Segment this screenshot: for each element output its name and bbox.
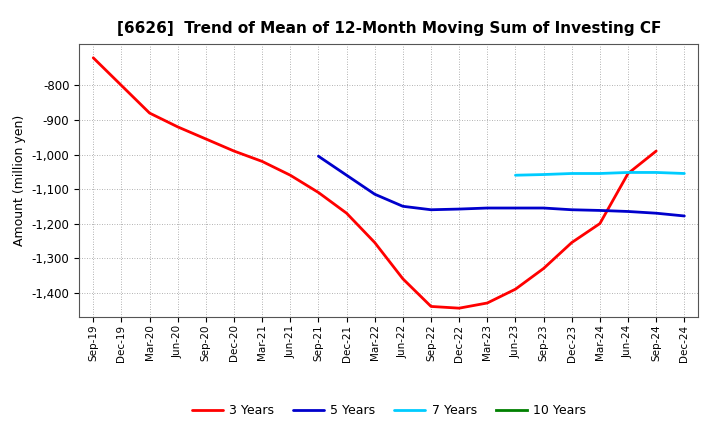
5 Years: [370, 191, 379, 197]
3 Years: [258, 159, 266, 164]
3 Years: [539, 266, 548, 271]
3 Years: [230, 148, 238, 154]
3 Years: [89, 55, 98, 60]
3 Years: [342, 211, 351, 216]
3 Years: [286, 172, 294, 178]
3 Years: [202, 136, 210, 142]
7 Years: [652, 170, 660, 175]
Line: 5 Years: 5 Years: [318, 156, 684, 216]
5 Years: [539, 205, 548, 211]
Legend: 3 Years, 5 Years, 7 Years, 10 Years: 3 Years, 5 Years, 7 Years, 10 Years: [186, 400, 591, 422]
3 Years: [595, 221, 604, 226]
Y-axis label: Amount (million yen): Amount (million yen): [13, 115, 26, 246]
5 Years: [314, 154, 323, 159]
5 Years: [342, 172, 351, 178]
5 Years: [427, 207, 436, 213]
5 Years: [399, 204, 408, 209]
3 Years: [117, 83, 126, 88]
5 Years: [595, 208, 604, 213]
7 Years: [595, 171, 604, 176]
3 Years: [652, 148, 660, 154]
5 Years: [567, 207, 576, 213]
5 Years: [680, 213, 688, 219]
5 Years: [455, 206, 464, 212]
7 Years: [624, 170, 632, 175]
3 Years: [624, 171, 632, 176]
3 Years: [370, 240, 379, 245]
3 Years: [174, 124, 182, 129]
Title: [6626]  Trend of Mean of 12-Month Moving Sum of Investing CF: [6626] Trend of Mean of 12-Month Moving …: [117, 21, 661, 36]
3 Years: [511, 286, 520, 292]
7 Years: [680, 171, 688, 176]
7 Years: [539, 172, 548, 177]
Line: 3 Years: 3 Years: [94, 58, 656, 308]
3 Years: [567, 240, 576, 245]
5 Years: [624, 209, 632, 214]
5 Years: [652, 211, 660, 216]
7 Years: [511, 172, 520, 178]
3 Years: [314, 190, 323, 195]
5 Years: [483, 205, 492, 211]
Line: 7 Years: 7 Years: [516, 172, 684, 175]
3 Years: [483, 301, 492, 306]
7 Years: [567, 171, 576, 176]
5 Years: [511, 205, 520, 211]
3 Years: [427, 304, 436, 309]
3 Years: [145, 110, 154, 116]
3 Years: [399, 276, 408, 282]
3 Years: [455, 305, 464, 311]
